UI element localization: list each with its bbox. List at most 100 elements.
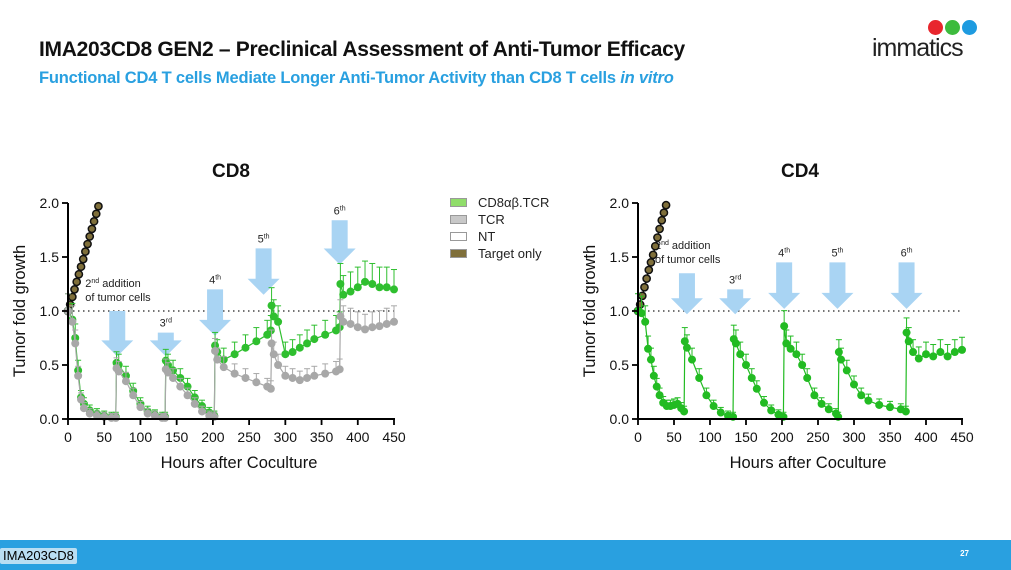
data-point: [150, 411, 159, 420]
data-point: [680, 337, 689, 346]
data-point: [219, 363, 228, 372]
legend-item: CD8αβ.TCR: [450, 194, 549, 211]
data-point: [936, 348, 945, 357]
data-point: [281, 350, 290, 359]
data-point: [736, 350, 745, 359]
data-point: [87, 224, 97, 234]
data-point: [655, 391, 664, 400]
data-point: [230, 369, 239, 378]
x-tick-label: 150: [165, 429, 189, 445]
x-tick-label: 300: [274, 429, 298, 445]
data-point: [649, 371, 658, 380]
data-point: [641, 317, 650, 326]
data-point: [842, 366, 851, 375]
data-point: [335, 365, 344, 374]
data-point: [252, 337, 261, 346]
x-tick-label: 100: [129, 429, 153, 445]
data-point: [163, 368, 172, 377]
data-point: [850, 380, 858, 389]
addition-label: 4th: [778, 247, 790, 259]
data-point: [76, 262, 86, 272]
data-point: [659, 208, 669, 218]
data-point: [902, 328, 911, 337]
data-point: [310, 335, 319, 344]
data-point: [368, 323, 377, 332]
data-point: [747, 373, 756, 382]
data-point: [143, 409, 152, 418]
charts-area: CD8 2nd addition of tumor cells 3rd 4th 5th 6t…: [11, 161, 974, 472]
x-tick-label: 100: [698, 429, 722, 445]
addition-arrow: [670, 273, 703, 315]
y-tick-label: 1.5: [40, 249, 60, 265]
addition-label: 5th: [258, 233, 270, 245]
legend: CD8αβ.TCR TCR NT Target only: [450, 194, 549, 262]
data-point: [361, 277, 370, 286]
legend-item: TCR: [450, 211, 549, 228]
data-point: [91, 209, 101, 219]
data-point: [695, 373, 704, 382]
legend-label: NT: [478, 229, 496, 244]
x-tick-label: 150: [734, 429, 758, 445]
data-point: [680, 407, 689, 416]
data-point: [375, 322, 384, 331]
data-point: [652, 382, 661, 391]
data-point: [646, 355, 655, 364]
y-tick-label: 0.0: [610, 411, 630, 427]
data-point: [346, 287, 355, 296]
data-point: [92, 411, 101, 420]
data-point: [810, 391, 819, 400]
data-point: [661, 200, 671, 210]
chart-title: CD4: [781, 161, 819, 182]
data-point: [211, 346, 220, 355]
y-tick-label: 1.0: [610, 303, 630, 319]
data-point: [230, 350, 239, 359]
data-point: [288, 348, 297, 357]
data-point: [78, 254, 88, 264]
data-point: [901, 407, 910, 416]
footer-tag: IMA203CD8: [0, 548, 77, 564]
addition-label: 4th: [209, 274, 221, 286]
data-point: [943, 352, 952, 361]
data-point: [646, 258, 656, 267]
y-tick-label: 2.0: [610, 195, 630, 211]
x-tick-label: 450: [950, 429, 974, 445]
data-point: [382, 319, 391, 328]
data-point: [346, 319, 355, 328]
y-axis-label: Tumor fold growth: [581, 245, 599, 377]
logo-dot-green: [945, 20, 960, 35]
data-point: [922, 350, 930, 359]
data-point: [111, 413, 120, 422]
x-tick-label: 0: [64, 429, 72, 445]
addition-arrow: [199, 289, 232, 336]
data-point: [303, 373, 312, 382]
data-point: [760, 398, 768, 407]
data-point: [295, 343, 304, 352]
data-point: [71, 339, 80, 348]
data-point: [958, 345, 966, 354]
addition-label: 3rd: [160, 318, 172, 330]
addition-label: 6th: [334, 205, 346, 217]
data-point: [742, 361, 750, 369]
data-point: [837, 355, 846, 364]
x-tick-label: 400: [346, 429, 370, 445]
data-point: [904, 337, 913, 346]
addition-label: 6th: [901, 247, 913, 259]
data-point: [94, 201, 103, 211]
page-number: 27: [960, 549, 969, 558]
data-point: [176, 382, 185, 391]
y-tick-label: 0.0: [40, 411, 60, 427]
data-point: [390, 285, 398, 294]
data-point: [361, 325, 370, 334]
y-axis-label: Tumor fold growth: [11, 245, 29, 377]
chart-cd8: CD8 2nd addition of tumor cells 3rd 4th 5th 6t…: [11, 161, 406, 472]
data-point: [269, 350, 278, 359]
addition-arrow: [323, 220, 356, 265]
data-point: [241, 343, 250, 352]
x-tick-label: 200: [770, 429, 794, 445]
data-point: [74, 371, 83, 380]
legend-item: NT: [450, 228, 549, 245]
addition-label: 3rd: [729, 274, 741, 286]
x-tick-label: 50: [666, 429, 682, 445]
legend-swatch-nt: [450, 232, 467, 241]
